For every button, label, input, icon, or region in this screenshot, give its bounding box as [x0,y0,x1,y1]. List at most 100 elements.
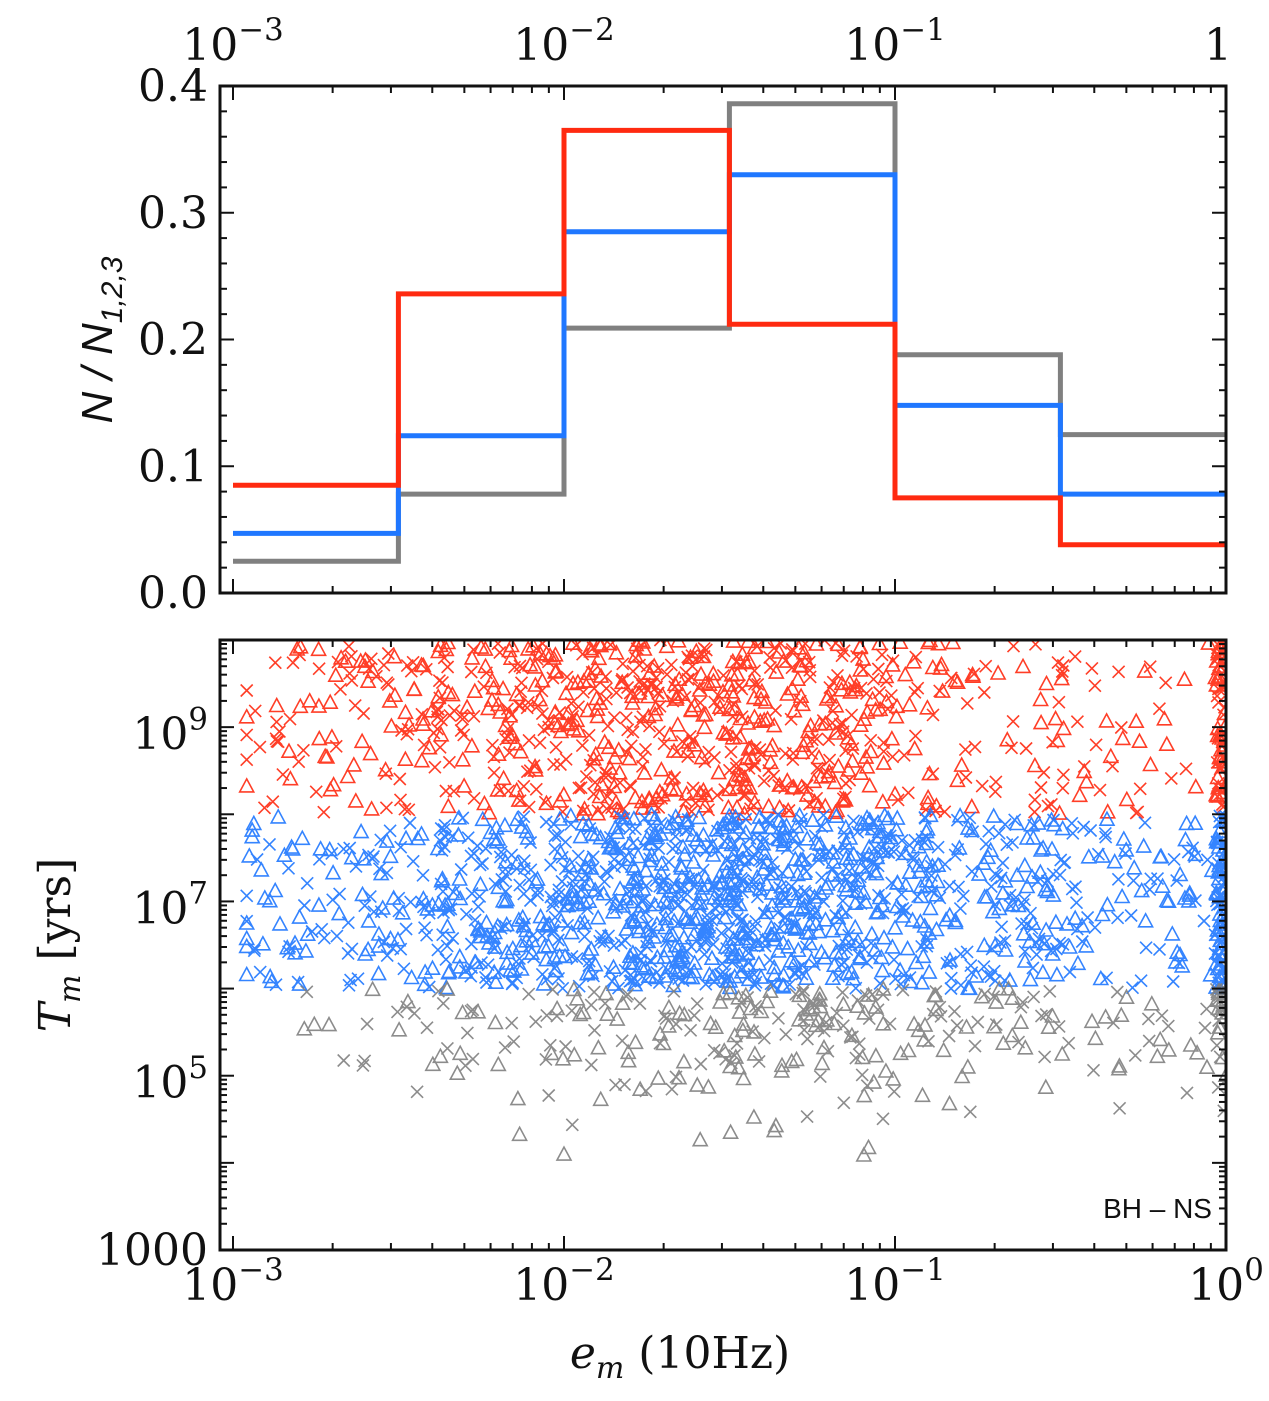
scatter-point-cross [933,891,947,905]
scatter-point-triangle [804,811,822,827]
histogram-top-x-tick-labels: 10−3 10−2 10−1 1 [182,12,1232,71]
scatter-point-triangle [403,968,420,985]
scatter-point-triangle [901,696,918,712]
scatter-point-triangle [1071,786,1089,803]
scatter-point-cross [886,750,900,764]
scatter-point-triangle [697,674,715,690]
scatter-point-cross [1077,759,1091,773]
histogram-y-label-main: N / N [73,323,122,423]
scatter-point-triangle [884,938,901,954]
scatter-point-cross [1118,846,1133,861]
scatter-point-triangle [657,909,675,926]
scatter-point-cross [855,850,870,864]
scatter-point-cross [587,985,601,999]
scatter-point-triangle [759,710,776,726]
scatter-y-tick-label-exp: 7 [188,876,208,912]
scatter-point-cross [851,994,865,1008]
scatter-point-triangle [1037,921,1055,937]
scatter-point-triangle [743,738,760,755]
histogram-top-x-tick-label-exp: −2 [569,12,614,48]
scatter-point-cross [464,937,478,951]
scatter-point-cross [693,696,707,710]
scatter-point-cross [873,976,887,991]
scatter-point-triangle [631,1080,649,1096]
scatter-point-triangle [1151,1030,1169,1047]
scatter-point-triangle [578,965,596,981]
scatter-point-triangle [871,640,888,651]
scatter-point-triangle [1051,804,1068,820]
scatter-point-triangle [753,682,771,699]
scatter-point-cross [736,777,750,791]
scatter-point-cross [594,929,608,943]
scatter-point-triangle [320,1015,338,1032]
scatter-point-triangle [370,937,388,953]
scatter-point-cross [559,752,573,766]
scatter-point-triangle [240,847,258,863]
scatter-point-cross [745,939,759,953]
scatter-point-cross [1100,971,1114,985]
histogram-ticks [220,85,1227,594]
scatter-point-cross [636,710,650,724]
scatter-point-triangle [1032,713,1050,730]
scatter-point-triangle [451,1044,469,1061]
scatter-x-tick-label: 10−1 [844,1252,945,1311]
scatter-point-cross [887,953,901,967]
scatter-point-cross [684,1023,698,1037]
scatter-point-triangle [569,673,587,689]
scatter-point-triangle [860,838,878,854]
scatter-point-cross [805,733,819,747]
scatter-point-triangle [310,729,328,746]
scatter-point-triangle [878,692,895,709]
scatter-point-triangle [647,699,664,716]
scatter-point-cross [659,1012,673,1026]
scatter-point-triangle [891,961,909,977]
scatter-point-cross [944,971,958,985]
scatter-point-triangle [716,908,734,925]
scatter-point-cross [931,840,945,854]
scatter-point-cross [652,976,666,990]
scatter-point-cross [995,920,1009,934]
scatter-point-cross [832,876,847,890]
scatter-point-triangle [874,961,891,978]
scatter-point-cross [1056,781,1070,795]
scatter-point-cross [845,708,859,722]
scatter-point-cross [467,709,481,723]
scatter-point-cross [270,734,284,748]
scatter-point-cross [837,644,851,658]
scatter-point-cross [987,990,1001,1004]
scatter-point-cross [466,643,481,657]
scatter-point-cross [624,739,638,753]
scatter-point-cross [584,1058,598,1072]
scatter-point-cross [680,887,694,901]
scatter-point-cross [1212,969,1226,983]
scatter-point-triangle [765,1121,783,1138]
histogram-top-x-tick-label-base: 1 [1204,20,1232,71]
scatter-point-cross [1075,934,1089,949]
scatter-point-triangle [621,749,638,766]
scatter-point-cross [668,770,682,785]
scatter-point-cross [574,883,588,897]
scatter-point-triangle [989,664,1007,680]
scatter-point-cross [1216,800,1226,814]
scatter-point-triangle [1167,953,1185,969]
scatter-point-triangle [833,903,850,919]
scatter-point-cross [920,939,934,953]
scatter-point-cross [454,723,468,738]
scatter-point-triangle [490,745,507,761]
scatter-point-triangle [1003,1026,1021,1043]
scatter-point-cross [800,1110,814,1124]
scatter-point-triangle [693,879,711,895]
scatter-point-triangle [699,918,717,934]
scatter-point-cross [982,824,996,838]
scatter-point-triangle [712,874,730,890]
scatter-point-cross [1056,768,1070,782]
scatter-point-cross [683,963,697,977]
scatter-point-triangle [740,932,758,948]
scatter-point-cross [564,696,578,710]
scatter-point-triangle [774,978,792,994]
scatter-point-triangle [1118,790,1136,807]
scatter-point-cross [1027,990,1041,1004]
scatter-point-cross [1200,853,1215,867]
scatter-point-cross [345,673,359,687]
